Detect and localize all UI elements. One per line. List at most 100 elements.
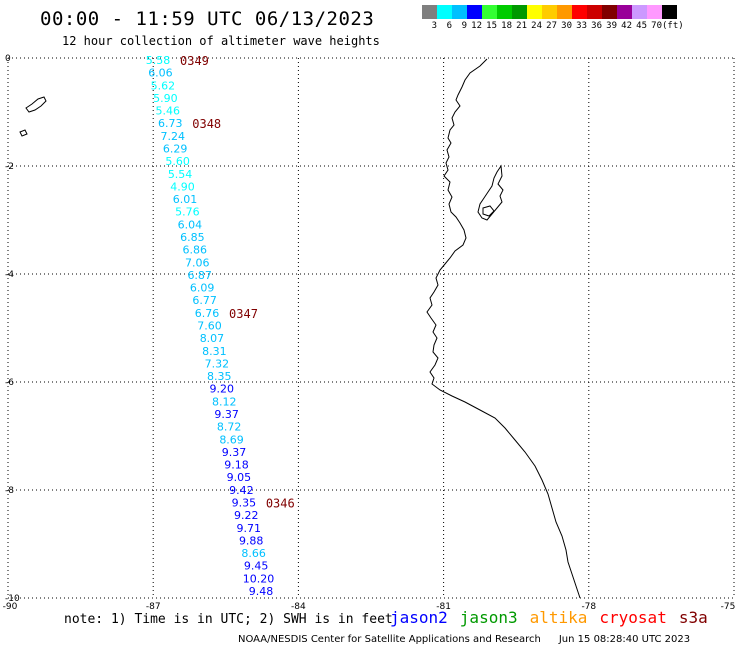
wave-height-label: 5.58 bbox=[146, 54, 171, 67]
color-scale-label: 36 bbox=[591, 21, 602, 31]
color-scale-label: 6 bbox=[446, 21, 452, 31]
wave-height-label: 8.07 bbox=[200, 332, 225, 345]
wave-height-label: 6.85 bbox=[180, 231, 205, 244]
legend-s3a: s3a bbox=[678, 608, 708, 627]
color-scale-label: 3 bbox=[431, 21, 437, 31]
wave-height-label: 6.87 bbox=[187, 269, 212, 282]
wave-height-label: 9.42 bbox=[229, 484, 254, 497]
color-swatch bbox=[647, 5, 662, 19]
pass-label: 0346 bbox=[266, 497, 295, 511]
wave-height-label: 8.35 bbox=[207, 370, 232, 383]
altimeter-track: 5.586.065.625.905.466.737.246.295.605.54… bbox=[146, 54, 275, 598]
generation-timestamp: Jun 15 08:28:40 UTC 2023 bbox=[558, 634, 691, 645]
lon-tick-label: -84 bbox=[291, 602, 306, 612]
lat-tick-label: -2 bbox=[5, 162, 14, 172]
wave-height-label: 5.76 bbox=[175, 206, 200, 219]
wave-height-label: 9.45 bbox=[244, 560, 269, 573]
wave-height-label: 8.69 bbox=[219, 433, 244, 446]
wave-height-label: 5.46 bbox=[156, 105, 181, 118]
wave-height-label: 7.24 bbox=[160, 130, 185, 143]
legend-jason3: jason3 bbox=[459, 608, 518, 627]
coastline-guayaquil-gulf bbox=[477, 164, 504, 221]
wave-height-label: 8.31 bbox=[202, 345, 227, 358]
color-scale-label: 45 bbox=[636, 21, 647, 31]
lat-tick-label: -4 bbox=[5, 270, 14, 280]
color-scale-label: 70 bbox=[651, 21, 662, 31]
color-swatch bbox=[602, 5, 617, 19]
satellite-legend: jason2 jason3 altika cryosat s3a bbox=[390, 608, 720, 627]
color-scale-label: 9 bbox=[461, 21, 467, 31]
wave-height-label: 6.01 bbox=[173, 193, 198, 206]
footnote: note: 1) Time is in UTC; 2) SWH is in fe… bbox=[64, 612, 393, 627]
credit-line: NOAA/NESDIS Center for Satellite Applica… bbox=[238, 634, 690, 645]
color-swatch bbox=[467, 5, 482, 19]
color-scale-label: 18 bbox=[501, 21, 512, 31]
galapagos-island-small bbox=[19, 129, 28, 137]
color-scale-label: 12 bbox=[471, 21, 482, 31]
color-scale-label: 24 bbox=[531, 21, 542, 31]
color-swatch bbox=[587, 5, 602, 19]
color-scale-label: 30 bbox=[561, 21, 572, 31]
lon-tick-label: -81 bbox=[436, 602, 451, 612]
color-swatch bbox=[422, 5, 437, 19]
wave-height-label: 6.77 bbox=[192, 294, 217, 307]
wave-height-label: 4.90 bbox=[170, 180, 195, 193]
color-scale-label: (ft) bbox=[662, 21, 684, 31]
coastline-ecuador-peru bbox=[426, 58, 581, 599]
color-swatch bbox=[512, 5, 527, 19]
wave-height-label: 9.71 bbox=[236, 522, 261, 535]
wave-height-label: 9.18 bbox=[224, 459, 249, 472]
page-title: 00:00 - 11:59 UTC 06/13/2023 bbox=[40, 8, 375, 30]
axis-labels: -90 -87 -84 -81 -78 -75 0 -2 -4 -6 -8 -10 bbox=[3, 54, 736, 612]
wave-height-label: 5.90 bbox=[153, 92, 178, 105]
wave-height-label: 6.76 bbox=[195, 307, 220, 320]
wave-height-label: 7.32 bbox=[205, 357, 230, 370]
color-swatch bbox=[452, 5, 467, 19]
color-swatch bbox=[437, 5, 452, 19]
legend-altika: altika bbox=[529, 608, 588, 627]
legend-cryosat: cryosat bbox=[599, 608, 667, 627]
color-swatch bbox=[542, 5, 557, 19]
wave-height-label: 6.86 bbox=[183, 244, 208, 257]
wave-height-label: 8.12 bbox=[212, 395, 237, 408]
wave-height-label: 9.35 bbox=[232, 497, 257, 510]
wave-height-label: 9.37 bbox=[214, 408, 239, 421]
wave-height-label: 8.66 bbox=[241, 547, 266, 560]
pass-label: 0348 bbox=[192, 117, 221, 131]
legend-jason2: jason2 bbox=[390, 608, 448, 627]
wave-height-label: 6.73 bbox=[158, 117, 183, 130]
color-scale-label: 15 bbox=[486, 21, 497, 31]
wave-height-label: 5.54 bbox=[168, 168, 193, 181]
wave-height-label: 5.60 bbox=[165, 155, 190, 168]
wave-height-label: 9.05 bbox=[227, 471, 252, 484]
wave-height-label: 6.29 bbox=[163, 143, 188, 156]
color-scale-label: 33 bbox=[576, 21, 587, 31]
wave-height-label: 9.22 bbox=[234, 509, 259, 522]
lat-tick-label: 0 bbox=[5, 54, 11, 64]
color-scale-label: 21 bbox=[516, 21, 527, 31]
wave-height-label: 7.60 bbox=[197, 320, 222, 333]
wave-height-label: 8.72 bbox=[217, 421, 242, 434]
wave-height-label: 9.37 bbox=[222, 446, 247, 459]
wave-height-label: 9.48 bbox=[249, 585, 274, 598]
wave-height-label: 6.09 bbox=[190, 282, 215, 295]
pass-label: 0347 bbox=[229, 307, 258, 321]
wave-height-label: 6.06 bbox=[148, 67, 173, 80]
wave-height-label: 10.20 bbox=[243, 572, 275, 585]
color-scale-label: 42 bbox=[621, 21, 632, 31]
color-scale-label: 39 bbox=[606, 21, 617, 31]
lat-tick-label: -6 bbox=[5, 378, 14, 388]
color-swatch bbox=[617, 5, 632, 19]
map-grid bbox=[7, 57, 735, 599]
pass-label: 0349 bbox=[180, 54, 209, 68]
wave-height-label: 7.06 bbox=[185, 256, 210, 269]
credit-org: NOAA/NESDIS Center for Satellite Applica… bbox=[238, 634, 541, 645]
page-subtitle: 12 hour collection of altimeter wave hei… bbox=[62, 34, 380, 48]
galapagos-island-large bbox=[25, 96, 47, 113]
lat-tick-label: -10 bbox=[5, 594, 20, 604]
wave-height-label: 6.04 bbox=[178, 218, 203, 231]
coastline bbox=[19, 58, 581, 599]
color-swatch bbox=[662, 5, 677, 19]
lon-tick-label: -90 bbox=[3, 602, 18, 612]
